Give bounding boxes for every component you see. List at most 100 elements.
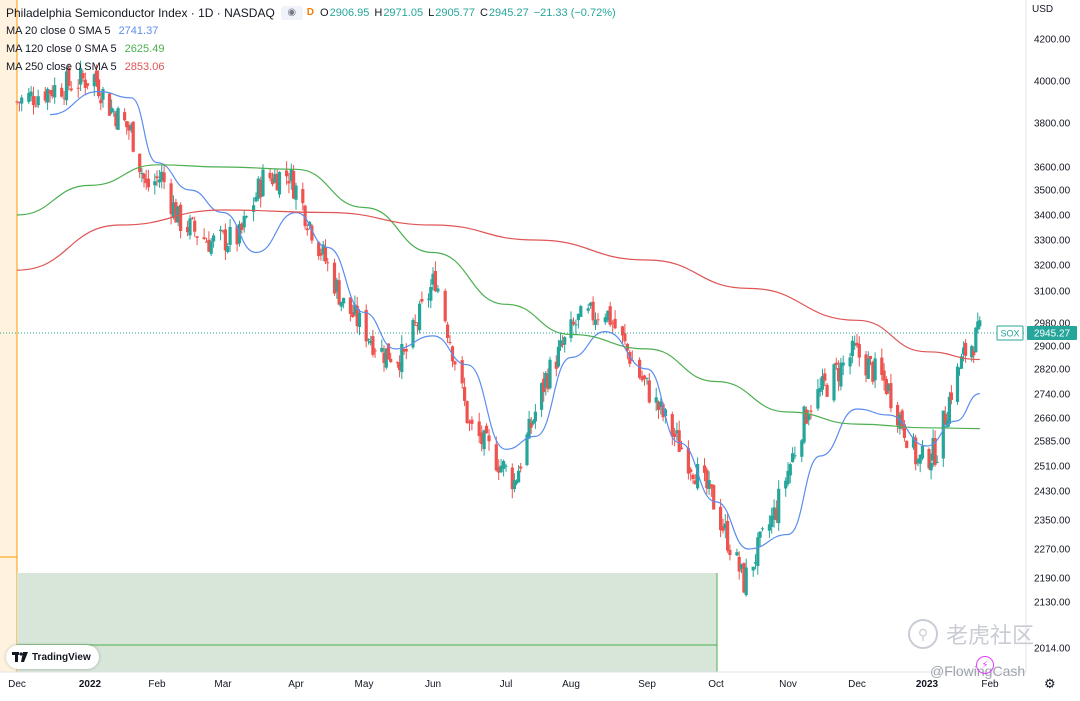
- candle: [574, 319, 578, 335]
- bolt-icon[interactable]: ⚡: [976, 656, 994, 674]
- candle-body: [420, 299, 424, 302]
- candle-body: [957, 368, 962, 370]
- price-tick-label: 2014.00: [1034, 644, 1071, 655]
- candle: [369, 335, 373, 346]
- candle-body: [323, 246, 328, 262]
- legend-ma120[interactable]: MA 120 close 0 SMA 5 2625.49: [6, 40, 616, 58]
- candle: [540, 382, 544, 417]
- candle-body: [160, 171, 164, 181]
- candle-body: [905, 440, 909, 448]
- tradingview-logo[interactable]: TradingView: [6, 645, 99, 669]
- candle-body: [426, 298, 431, 300]
- candle: [529, 417, 533, 434]
- candle: [92, 73, 96, 97]
- candle: [174, 198, 178, 223]
- candle: [171, 195, 176, 220]
- candle-body: [586, 308, 590, 311]
- candle-body: [677, 430, 681, 452]
- candle: [443, 288, 447, 323]
- candle: [935, 455, 939, 464]
- candle: [691, 473, 695, 484]
- legend-ma250[interactable]: MA 250 close 0 SMA 5 2853.06: [6, 58, 616, 76]
- candle-body: [301, 189, 305, 204]
- candle: [705, 467, 709, 495]
- candle: [889, 374, 893, 413]
- ma250-value: 2853.06: [124, 61, 165, 73]
- candle-body: [219, 229, 223, 231]
- candle: [723, 514, 727, 539]
- candle-body: [654, 397, 658, 403]
- candle-body: [647, 380, 651, 403]
- candle: [81, 69, 85, 83]
- candle-body: [696, 464, 700, 489]
- candle-body: [228, 227, 232, 245]
- candle-body: [611, 322, 615, 324]
- price-tick-label: 2430.00: [1034, 487, 1071, 498]
- time-axis-bg[interactable]: [0, 672, 1080, 696]
- candle-body: [962, 347, 966, 355]
- candle: [342, 297, 346, 309]
- candle-body: [770, 515, 774, 527]
- candle: [31, 86, 36, 115]
- candle: [864, 351, 868, 383]
- candle: [850, 336, 854, 364]
- candle: [465, 400, 469, 425]
- candle-body: [788, 464, 792, 476]
- candle-body: [212, 235, 216, 242]
- candle-body: [929, 463, 933, 471]
- candle-body: [911, 436, 916, 448]
- candle-body: [533, 411, 537, 422]
- candle: [17, 101, 21, 112]
- currency-label[interactable]: USD: [1032, 4, 1054, 15]
- candle-body: [517, 470, 521, 483]
- candle-body: [744, 567, 748, 596]
- candle-body: [719, 506, 723, 531]
- price-tick-label: 2660.00: [1034, 414, 1071, 425]
- candle: [129, 122, 133, 133]
- candle: [756, 532, 760, 575]
- candle: [841, 355, 845, 376]
- candle: [517, 465, 521, 483]
- candle: [497, 459, 501, 480]
- candle-body: [138, 153, 142, 173]
- ma20-line[interactable]: [49, 90, 980, 550]
- candle-body: [294, 185, 298, 200]
- candle: [642, 374, 647, 386]
- candle-body: [97, 79, 101, 97]
- candle: [487, 429, 491, 451]
- ma250-line[interactable]: [16, 209, 980, 361]
- candle-body: [767, 524, 771, 531]
- candle-body: [596, 319, 600, 321]
- candle-body: [252, 205, 256, 212]
- gear-icon[interactable]: ⚙: [1044, 676, 1056, 691]
- time-tick-label: May: [355, 679, 374, 690]
- candle: [426, 293, 431, 308]
- candle-body: [289, 169, 293, 181]
- candle: [335, 277, 339, 299]
- candle-body: [221, 230, 225, 232]
- symbol-tag[interactable]: [996, 325, 1024, 341]
- candle-body: [857, 344, 861, 358]
- candle-body: [628, 352, 632, 364]
- candle: [62, 90, 66, 105]
- symbol-title[interactable]: Philadelphia Semiconductor Index · 1D · …: [6, 6, 275, 20]
- candle-body: [480, 432, 484, 444]
- candle-body: [67, 68, 71, 86]
- candle: [623, 324, 627, 345]
- candle: [866, 351, 870, 380]
- eye-icon[interactable]: ◉: [280, 6, 303, 20]
- price-tick-label: 2510.00: [1034, 462, 1071, 473]
- candle: [94, 64, 99, 87]
- candle: [974, 326, 978, 353]
- candle-body: [339, 301, 343, 307]
- candle-body: [693, 480, 697, 485]
- last-price-tag[interactable]: [1027, 326, 1077, 340]
- candle: [76, 79, 80, 98]
- price-axis-bg[interactable]: [1026, 0, 1080, 696]
- candle-body: [848, 357, 852, 367]
- ma120-line[interactable]: [16, 164, 980, 430]
- legend-ma20[interactable]: MA 20 close 0 SMA 5 2741.37: [6, 22, 616, 40]
- price-tick-label: 2900.00: [1034, 342, 1071, 353]
